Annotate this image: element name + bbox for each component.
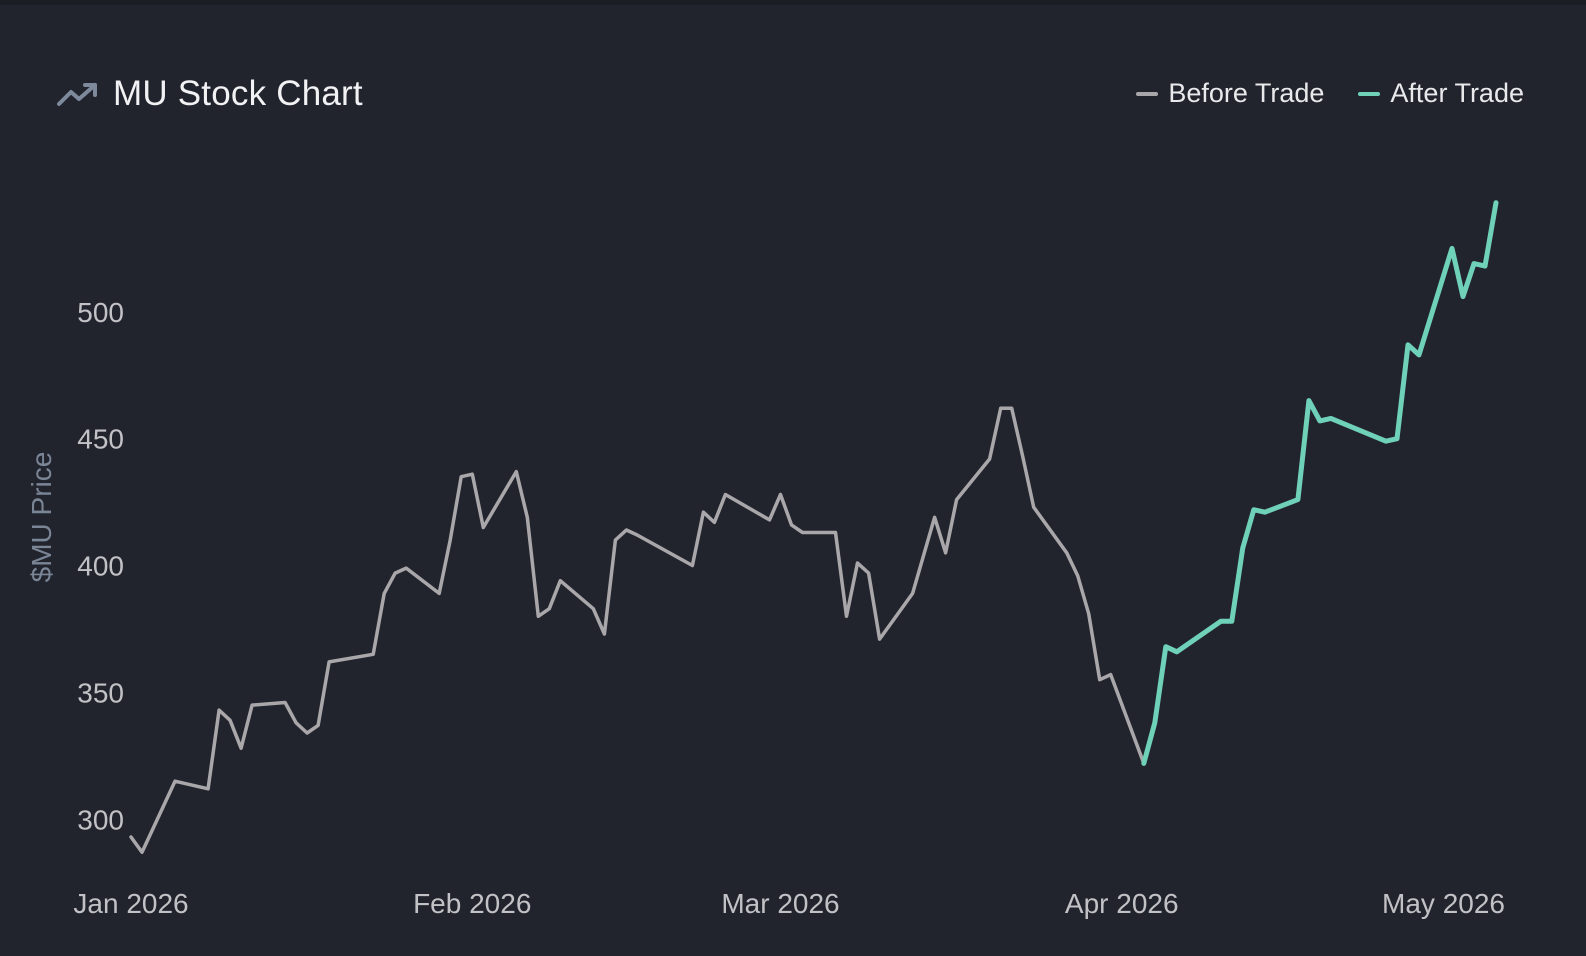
chart-legend: Before Trade After Trade xyxy=(1102,78,1524,109)
legend-label-before: Before Trade xyxy=(1168,78,1325,108)
top-border xyxy=(0,0,1586,5)
legend-swatch-after xyxy=(1358,91,1381,96)
legend-label-after: After Trade xyxy=(1390,78,1524,108)
x-tick-label: Apr 2026 xyxy=(1065,888,1179,919)
chart-header: MU Stock Chart xyxy=(57,72,363,116)
x-tick-label: May 2026 xyxy=(1382,888,1505,919)
legend-item-before[interactable]: Before Trade xyxy=(1136,78,1324,109)
trending-up-icon xyxy=(57,80,99,108)
x-tick-label: Feb 2026 xyxy=(413,888,531,919)
y-tick-label: 300 xyxy=(77,804,124,835)
y-tick-label: 350 xyxy=(77,677,124,708)
legend-item-after[interactable]: After Trade xyxy=(1358,78,1524,109)
x-tick-label: Jan 2026 xyxy=(73,888,188,919)
series-line-before-trade[interactable] xyxy=(129,406,1146,854)
series-line-after-trade[interactable] xyxy=(1141,200,1499,766)
chart-title: MU Stock Chart xyxy=(113,74,363,113)
y-tick-label: 450 xyxy=(77,424,124,455)
legend-swatch-before xyxy=(1136,91,1159,96)
y-tick-label: 400 xyxy=(77,551,124,582)
y-tick-label: 500 xyxy=(77,297,124,328)
x-tick-label: Mar 2026 xyxy=(721,888,839,919)
